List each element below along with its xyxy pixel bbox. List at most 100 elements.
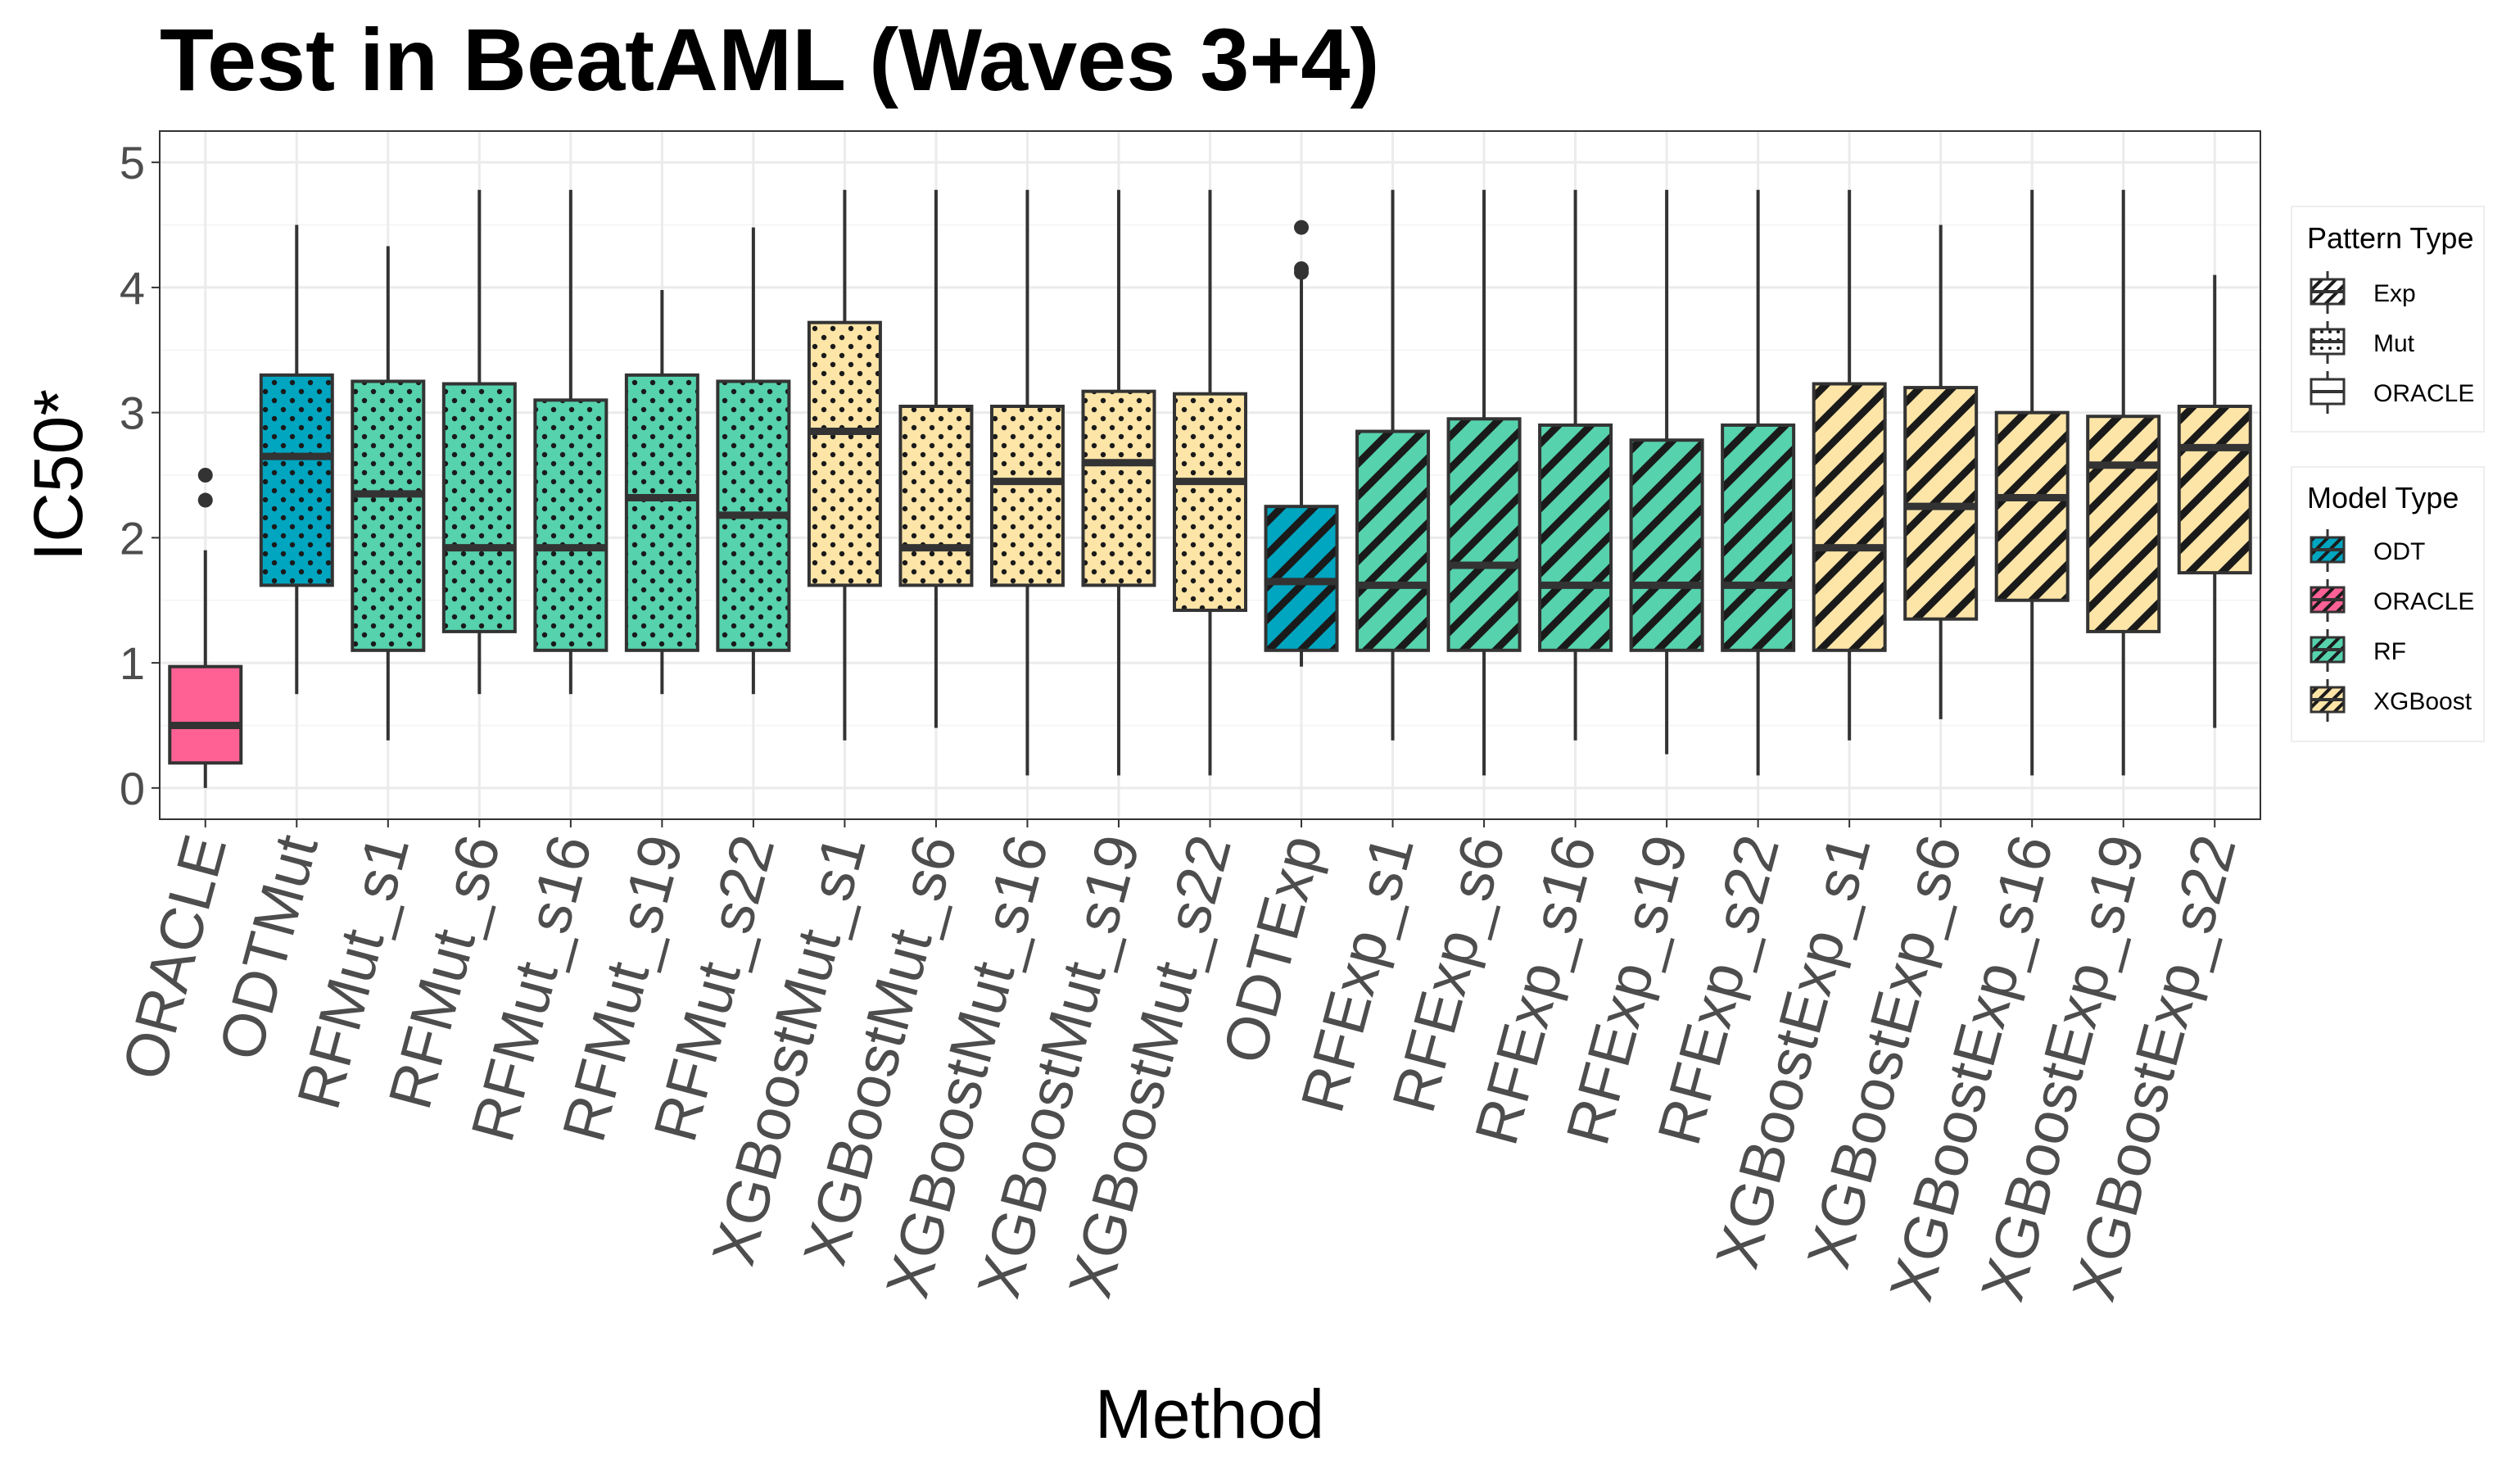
box-xgboostexp-s6 [1903,224,1979,719]
box-pattern-stripes [1357,431,1429,650]
y-tick-label: 4 [120,262,145,314]
legend-label-model: ORACLE [2373,588,2474,615]
y-tick-label: 3 [120,388,145,439]
box-outline [807,320,882,587]
box-xgboostmut-s19 [1081,189,1156,776]
plot-panel [159,130,2261,820]
legend-model-type: Model Type ODT ORACLE RF XGBoost [2291,466,2485,742]
outlier-point [1294,220,1310,235]
box-pattern-dots [991,406,1063,586]
box-outline [441,382,517,633]
legend-label-pattern: Exp [2373,280,2416,307]
box-rfexp-s16 [1538,189,1613,741]
box-pattern-dots [535,400,607,650]
box-pattern-stripes [1448,419,1520,650]
box-outline [1721,423,1796,652]
box-pattern-stripes [2088,416,2160,632]
y-tick-label: 5 [120,137,145,188]
box-pattern-stripes [1540,424,1612,650]
box-rfmut-s16 [533,189,609,695]
box-outline [351,379,426,652]
box-rfmut-s6 [441,189,517,695]
box-odtexp [1264,220,1339,667]
box-pattern-dots [1174,393,1246,610]
x-axis-title: Method [1095,1376,1324,1453]
box-series [168,189,2252,788]
box-rfmut-s1 [351,246,426,741]
outlier-point [197,468,213,483]
box-outline [1538,423,1613,652]
box-xgboostmut-s1 [807,189,882,741]
box-pattern-dots [1083,391,1155,586]
y-tick-label: 0 [120,763,145,814]
y-tick-label: 1 [120,637,145,689]
box-outline [1812,382,1887,652]
box-outline [1173,392,1247,612]
box-rfexp-s1 [1355,189,1431,741]
legend-pattern-type: Pattern Type Exp Mut ORACLE [2291,206,2485,433]
box-pattern-dots [260,374,333,586]
box-pattern-stripes [2178,406,2251,573]
box-pattern-stripes [1813,383,1885,650]
legend-label-model: XGBoost [2373,688,2472,715]
box-outline [1081,389,1156,587]
box-rfexp-s6 [1446,189,1522,776]
box-pattern-dots [626,374,698,650]
box-outline [1629,438,1704,652]
box-outline [1355,429,1431,652]
box-rfexp-s19 [1629,189,1704,755]
outlier-point [197,492,213,508]
box-xgboostexp-s16 [1994,189,2070,776]
y-axis-title: IC50* [20,389,97,561]
box-xgboostmut-s6 [898,189,974,728]
box-outline [2177,405,2252,575]
box-pattern-stripes [1996,412,2068,601]
box-outline [898,405,974,587]
box-body [170,666,242,764]
box-outline [259,373,334,587]
chart-title: Test in BeatAML (Waves 3+4) [160,10,1379,109]
box-odtmut [259,224,334,695]
box-outline [2086,415,2161,633]
legend-key-model-oracle [2310,579,2346,622]
y-tick-label: 2 [120,512,145,564]
box-xgboostexp-s1 [1812,189,1887,741]
y-axis: 0 1 2 3 4 5 [120,137,160,814]
legend-label-model: RF [2373,638,2406,665]
box-rfmut-s19 [624,289,699,695]
legend-key-model-rf [2310,629,2346,672]
legend-model-title: Model Type [2307,481,2459,514]
box-outline [1446,417,1522,652]
legend-pattern-title: Pattern Type [2307,221,2473,255]
box-xgboostmut-s22 [1173,189,1247,776]
box-pattern-dots [900,406,972,586]
box-xgboostmut-s16 [989,189,1065,776]
box-pattern-stripes [1631,440,1703,650]
box-outline [989,405,1065,587]
box-xgboostexp-s22 [2177,274,2252,728]
legend-key-pattern-oracle [2310,371,2346,414]
box-outline [1994,410,2070,602]
box-outline [533,398,609,652]
box-pattern-stripes [1722,424,1794,650]
legend-key-pattern-mut [2310,321,2346,364]
box-pattern-dots [352,381,424,650]
box-pattern-dots [808,322,880,586]
x-axis: ORACLEODTMutRFMut_s1RFMut_s6RFMut_s16RFM… [109,819,2249,1308]
legend-label-pattern: ORACLE [2373,380,2474,407]
box-rfexp-s22 [1721,189,1796,776]
legend-key-model-xgboost [2310,679,2346,722]
box-pattern-dots [443,383,515,632]
legend-key-pattern-exp [2310,271,2346,314]
box-outline [168,664,243,765]
box-oracle [168,468,243,788]
legend-label-model: ODT [2373,538,2425,565]
legend-key-model-odt [2310,529,2346,572]
box-rfmut-s22 [716,227,791,695]
box-xgboostexp-s19 [2086,189,2161,776]
outlier-point [1294,261,1310,276]
legend-label-pattern: Mut [2373,330,2415,357]
box-outline [624,373,699,652]
